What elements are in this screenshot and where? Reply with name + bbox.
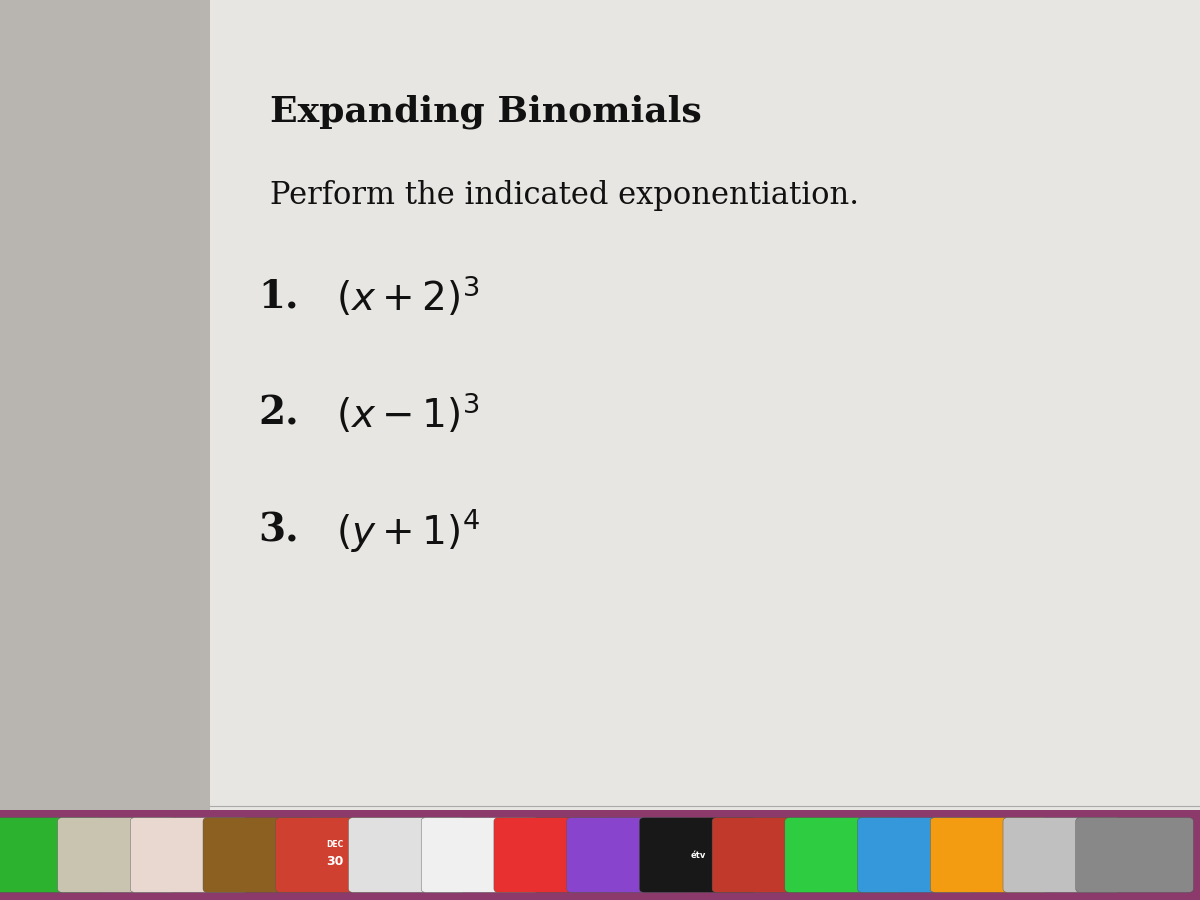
FancyBboxPatch shape — [276, 817, 394, 893]
Text: 3.: 3. — [258, 512, 299, 550]
FancyBboxPatch shape — [421, 817, 539, 893]
FancyBboxPatch shape — [1003, 817, 1121, 893]
Text: $(x-1)^3$: $(x-1)^3$ — [336, 392, 479, 436]
FancyBboxPatch shape — [712, 817, 829, 893]
FancyBboxPatch shape — [494, 817, 612, 893]
FancyBboxPatch shape — [785, 817, 902, 893]
FancyBboxPatch shape — [131, 817, 248, 893]
FancyBboxPatch shape — [930, 817, 1048, 893]
FancyBboxPatch shape — [640, 817, 757, 893]
FancyBboxPatch shape — [58, 817, 175, 893]
Text: 1.: 1. — [258, 278, 299, 316]
Bar — [0, 810, 1200, 900]
Text: Expanding Binomials: Expanding Binomials — [270, 94, 702, 129]
FancyBboxPatch shape — [0, 817, 102, 893]
FancyBboxPatch shape — [348, 817, 466, 893]
FancyBboxPatch shape — [1075, 817, 1193, 893]
FancyBboxPatch shape — [203, 817, 320, 893]
Bar — [0, 0, 210, 810]
FancyBboxPatch shape — [858, 817, 976, 893]
Text: 30: 30 — [326, 855, 343, 868]
Text: $(x+2)^3$: $(x+2)^3$ — [336, 274, 479, 320]
FancyBboxPatch shape — [566, 817, 684, 893]
Text: étv: étv — [690, 850, 706, 860]
Text: 2.: 2. — [258, 395, 299, 433]
Text: DEC: DEC — [326, 841, 343, 850]
Bar — [210, 0, 1200, 810]
Text: $(y+1)^4$: $(y+1)^4$ — [336, 508, 480, 554]
Text: Perform the indicated exponentiation.: Perform the indicated exponentiation. — [270, 180, 859, 211]
